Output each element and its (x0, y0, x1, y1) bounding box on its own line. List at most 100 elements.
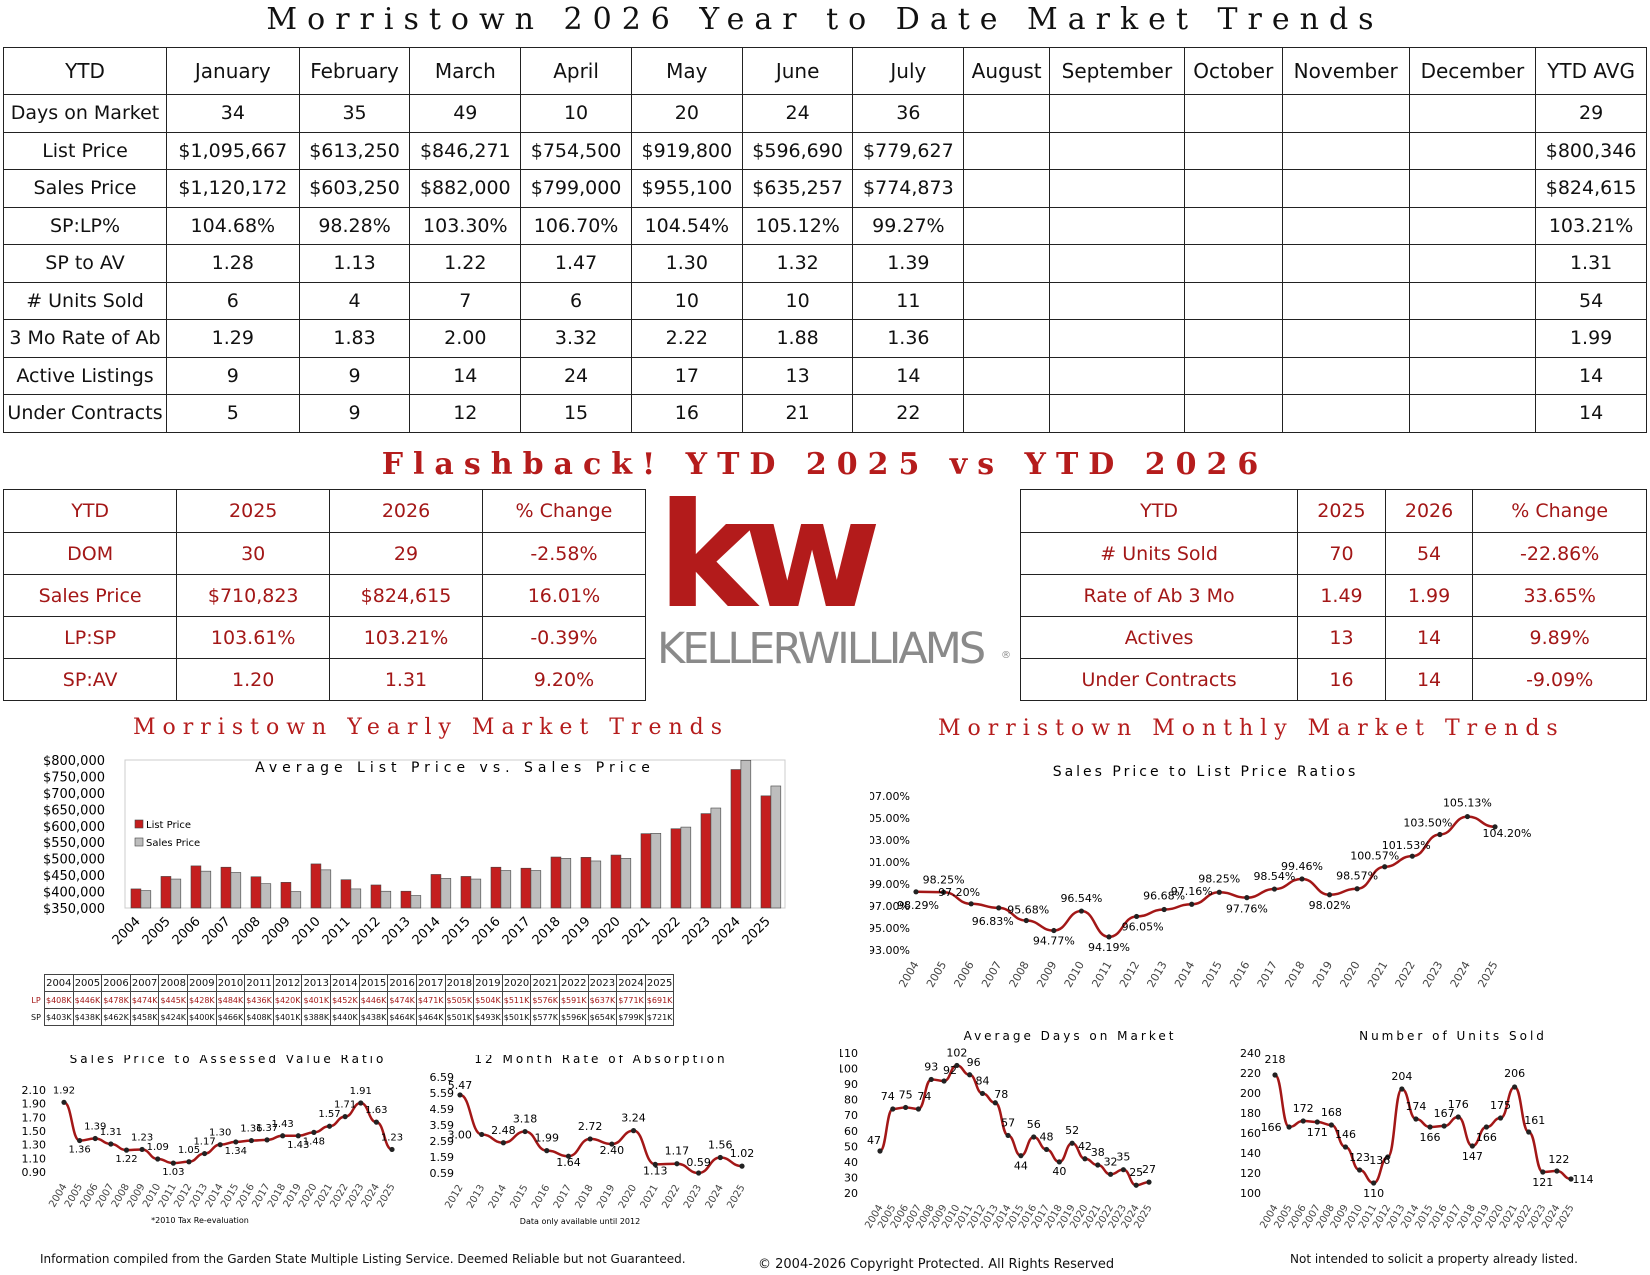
data-label: 74 (881, 1090, 895, 1103)
ytd-cell (1049, 131, 1185, 170)
data-point (979, 1090, 986, 1097)
data-point (1427, 1124, 1433, 1130)
sp-av-ratio-chart: Sales Price to Assessed Value Ratio0.901… (22, 1055, 404, 1225)
data-point (1051, 927, 1057, 934)
yearly-table-sp-cell: $403K (44, 1008, 74, 1026)
yearly-table-lp-cell: $484K (215, 991, 246, 1009)
x-tick-label: 2004 (896, 959, 921, 990)
yearly-price-table: 2004 2005 2006 2007 2008 2009 2010 2011 2012 2013… (28, 974, 675, 1026)
yearly-table-lp-label: LP (31, 995, 41, 1005)
ytd-cell: 10 (630, 281, 743, 320)
yearly-table-sp-cell: $466K (215, 1008, 246, 1026)
compare-cell: -0.39% (481, 616, 647, 659)
data-label: 206 (1504, 1067, 1525, 1080)
data-point (1441, 1123, 1447, 1129)
ytd-cell: $774,873 (852, 169, 965, 208)
ytd-cell (1183, 131, 1283, 170)
x-tick-label: 2012 (443, 1183, 465, 1211)
ytd-cell: 9 (166, 356, 300, 395)
compare-cell: DOM (2, 532, 178, 575)
x-tick-label: 2022 (650, 914, 684, 948)
x-tick-label: 2019 (560, 914, 594, 948)
x-tick-label: 2025 (740, 914, 774, 948)
x-tick-label: 2024 (1448, 959, 1473, 990)
y-tick-label: 95.00% (870, 922, 910, 935)
ytd-row-label: List Price (3, 131, 167, 170)
x-tick-label: 2021 (1365, 959, 1390, 990)
ytd-cell (1281, 131, 1410, 170)
yearly-table-lp-cell: $504K (473, 991, 503, 1009)
data-label: 101.53% (1382, 839, 1431, 852)
x-tick-label: 2025 (725, 1183, 747, 1211)
ytd-col-header: June (741, 47, 854, 95)
ytd-cell (1408, 206, 1537, 245)
bar-list (460, 876, 472, 909)
ytd-cell (1281, 356, 1410, 395)
data-point (1483, 1124, 1490, 1130)
ytd-cell: $824,615 (1535, 169, 1647, 208)
data-label: 98.02% (1309, 899, 1351, 912)
data-label: 94.77% (1033, 935, 1075, 948)
ytd-cell: 16 (630, 394, 743, 433)
ytd-cell (1281, 281, 1410, 320)
ytd-cell (1183, 394, 1283, 433)
yearly-table-sp-cell: $440K (330, 1008, 360, 1026)
x-tick-label: 2013 (380, 914, 414, 948)
y-tick-label: $350,000 (43, 902, 105, 917)
ytd-cell (1183, 206, 1283, 245)
yearly-table-year: 2022 (558, 974, 589, 992)
x-tick-label: 2006 (951, 959, 976, 990)
compare-cell: 9.20% (481, 658, 647, 701)
data-label: 5.47 (448, 1079, 473, 1092)
ytd-cell: 7 (409, 281, 522, 320)
y-tick-label: 220 (1240, 1067, 1261, 1080)
data-point (1455, 1114, 1461, 1120)
bar-list (640, 833, 652, 909)
compare-cell: Sales Price (2, 574, 178, 617)
bar-sales (260, 883, 272, 909)
data-label: 146 (1335, 1128, 1356, 1141)
data-label: 167 (1434, 1107, 1455, 1120)
legend-swatch (134, 837, 144, 847)
data-label: 27 (1142, 1163, 1156, 1176)
data-point (996, 905, 1002, 911)
y-tick-label: 101.00% (870, 856, 910, 869)
data-label: 176 (1448, 1098, 1469, 1111)
yearly-table-year: 2012 (272, 974, 303, 992)
ytd-cell: $919,800 (630, 131, 743, 170)
data-point (61, 1099, 67, 1105)
ytd-row: 3 Mo Rate of Ab 1.29 1.83 2.00 3.32 2.22 1.88 1… (3, 319, 1647, 358)
bar-sales (470, 878, 482, 909)
x-tick-label: 2017 (1255, 959, 1280, 990)
data-point (342, 1114, 348, 1120)
data-label: 2.40 (600, 1144, 625, 1157)
data-label: 1.99 (535, 1132, 560, 1145)
y-tick-label: 107.00% (870, 790, 910, 803)
yearly-table-sp-cell: $400K (187, 1008, 217, 1026)
kw-mark: kw (657, 496, 877, 642)
yearly-table-lp-cell: $505K (444, 991, 475, 1009)
data-point (1286, 1124, 1292, 1130)
data-label: 1.09 (147, 1142, 169, 1153)
data-label: 100.57% (1350, 850, 1399, 863)
bar-sales (230, 872, 242, 909)
x-tick-label: 2006 (170, 914, 204, 948)
bar-list (400, 890, 412, 909)
ytd-cell: 4 (298, 281, 411, 320)
yearly-table-year: 2013 (301, 974, 332, 992)
data-label: 1.17 (193, 1137, 215, 1148)
compare-header: YTD (1019, 489, 1299, 533)
yearly-table-sp-cell: $654K (587, 1008, 618, 1026)
ytd-cell: 10 (520, 94, 632, 133)
y-tick-label: $750,000 (43, 770, 105, 785)
x-tick-label: 2023 (680, 914, 714, 948)
data-point (186, 1159, 192, 1165)
ytd-cell (1281, 394, 1410, 433)
data-label: 168 (1321, 1106, 1342, 1119)
data-label: 0.59 (686, 1156, 711, 1169)
chart-title: 12 Month Rate of Absorption (474, 1055, 727, 1066)
data-label: 1.43 (272, 1119, 294, 1130)
x-tick-label: 2011 (1089, 959, 1114, 990)
ytd-row: Active Listings 9 9 14 24 17 13 14 14 (3, 356, 1647, 395)
data-label: 1.63 (365, 1105, 387, 1116)
